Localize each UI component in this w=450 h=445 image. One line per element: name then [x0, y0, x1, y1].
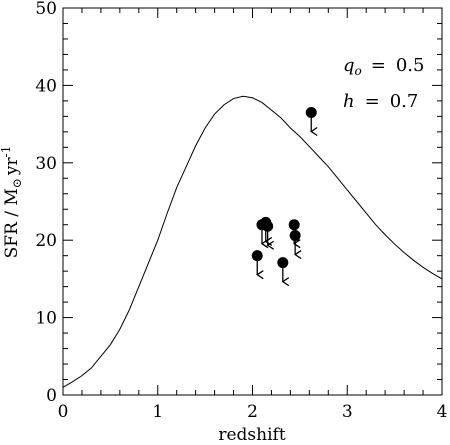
x-tick-label: 4	[437, 402, 448, 422]
minor-ticks	[63, 8, 442, 395]
annotation-q0-sub: o	[355, 64, 362, 78]
annotation-h-value: 0.7	[390, 91, 419, 112]
y-axis-label: SFR / M⊙ yr-1	[0, 146, 24, 259]
data-point	[262, 220, 275, 250]
data-point-marker	[289, 230, 301, 242]
svg-text:SFR / M⊙yr-1: SFR / M⊙ yr-1	[0, 146, 24, 259]
data-point	[277, 257, 290, 287]
model-curve	[62, 95, 443, 388]
y-tick-label: 10	[35, 309, 57, 329]
data-point-marker	[251, 250, 263, 262]
y-axis-label-exponent: -1	[0, 146, 13, 158]
annotation-q0: qo = 0.5	[343, 55, 425, 78]
y-tick-label: 50	[35, 0, 57, 19]
data-point	[251, 250, 264, 280]
annotation-q0-eq: =	[371, 55, 386, 76]
y-tick-label: 30	[35, 154, 57, 174]
y-tick-label: 40	[35, 76, 57, 96]
annotation-h: h = 0.7	[343, 91, 418, 112]
x-tick-label: 3	[342, 402, 353, 422]
data-point-marker	[288, 219, 300, 231]
data-points	[251, 106, 318, 287]
y-axis-label-main: SFR / M	[2, 188, 22, 258]
y-tick-label: 20	[35, 231, 57, 251]
data-point-marker	[277, 257, 289, 269]
annotation-q0-value: 0.5	[396, 55, 425, 76]
data-point	[305, 106, 318, 137]
x-tick-label: 1	[152, 402, 163, 422]
annotation-h-var: h	[343, 91, 355, 112]
data-point-marker	[305, 106, 317, 118]
y-tick-label: 0	[46, 386, 57, 406]
major-ticks	[62, 7, 443, 396]
x-tick-label: 2	[247, 402, 258, 422]
y-axis-label-unit: yr	[2, 156, 22, 176]
x-axis-label: redshift	[218, 425, 285, 445]
annotation-q0-var: q	[343, 55, 355, 76]
data-point	[289, 230, 302, 260]
data-point-marker	[262, 220, 274, 232]
x-tick-label: 0	[58, 402, 69, 422]
y-axis-label-sun-symbol: ⊙	[10, 178, 24, 188]
annotation-h-eq: =	[365, 91, 380, 112]
